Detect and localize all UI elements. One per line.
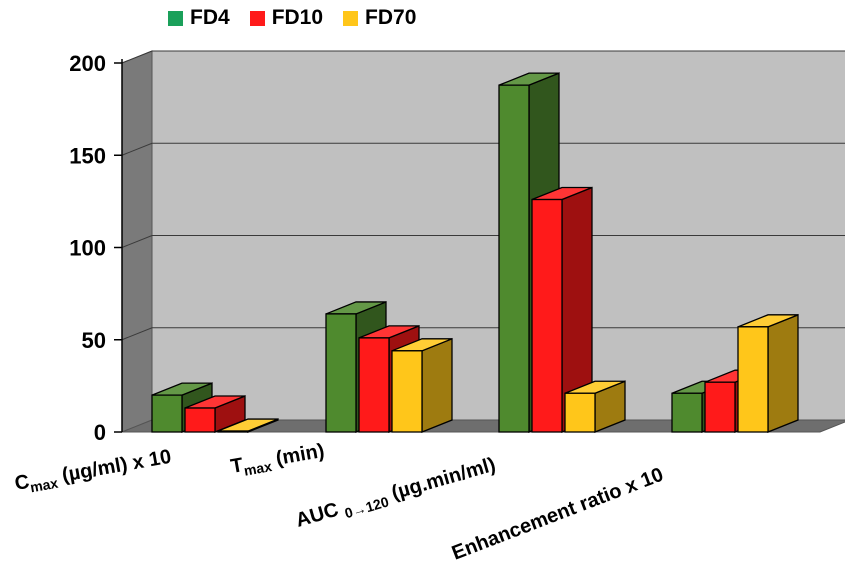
bar-front <box>391 350 423 433</box>
x-category-label: AUC 0→120 (µg.min/ml) <box>293 454 499 535</box>
bar-fd10-3 <box>531 186 593 433</box>
gridline <box>121 235 845 248</box>
bar-front <box>737 326 769 433</box>
legend-label-fd10: FD10 <box>271 6 324 29</box>
gridline <box>121 50 845 64</box>
y-tick-label: 150 <box>69 143 106 168</box>
bar-front <box>325 313 357 433</box>
legend-label-fd4: FD4 <box>190 6 230 29</box>
bar-front <box>217 430 249 433</box>
legend-item-fd70: FD70 <box>343 6 416 30</box>
y-tick-label: 100 <box>69 236 106 261</box>
gridline <box>121 327 845 341</box>
legend-item-fd4: FD4 <box>168 6 230 30</box>
x-category-label: Cmax (µg/ml) x 10 <box>13 446 173 498</box>
bar-fd70-1 <box>217 418 279 433</box>
legend-item-fd10: FD10 <box>249 6 324 30</box>
bar-front <box>498 84 530 433</box>
bar-front <box>358 337 390 433</box>
legend-swatch-fd10 <box>249 10 265 26</box>
legend-swatch-fd70 <box>343 10 359 26</box>
bar-fd70-2 <box>391 337 453 433</box>
legend: FD4 FD10 FD70 <box>168 6 416 30</box>
y-tick-label: 0 <box>94 420 106 445</box>
bar-front <box>151 394 183 433</box>
y-tick-label: 50 <box>82 328 106 353</box>
gridline <box>121 142 845 156</box>
bar-fd70-3 <box>564 380 626 433</box>
bar-side <box>767 313 799 433</box>
legend-swatch-fd4 <box>168 10 183 26</box>
bar-front <box>184 407 216 433</box>
bar-front <box>671 392 703 433</box>
x-category-label: Tmax (min) <box>229 440 327 481</box>
y-tick-label: 200 <box>69 51 106 76</box>
bar-front <box>531 198 563 433</box>
legend-label-fd70: FD70 <box>365 6 417 29</box>
bar-side <box>421 337 453 433</box>
bar-fd70-4 <box>737 313 799 433</box>
bar-front <box>564 392 596 433</box>
bar-front <box>704 381 736 433</box>
